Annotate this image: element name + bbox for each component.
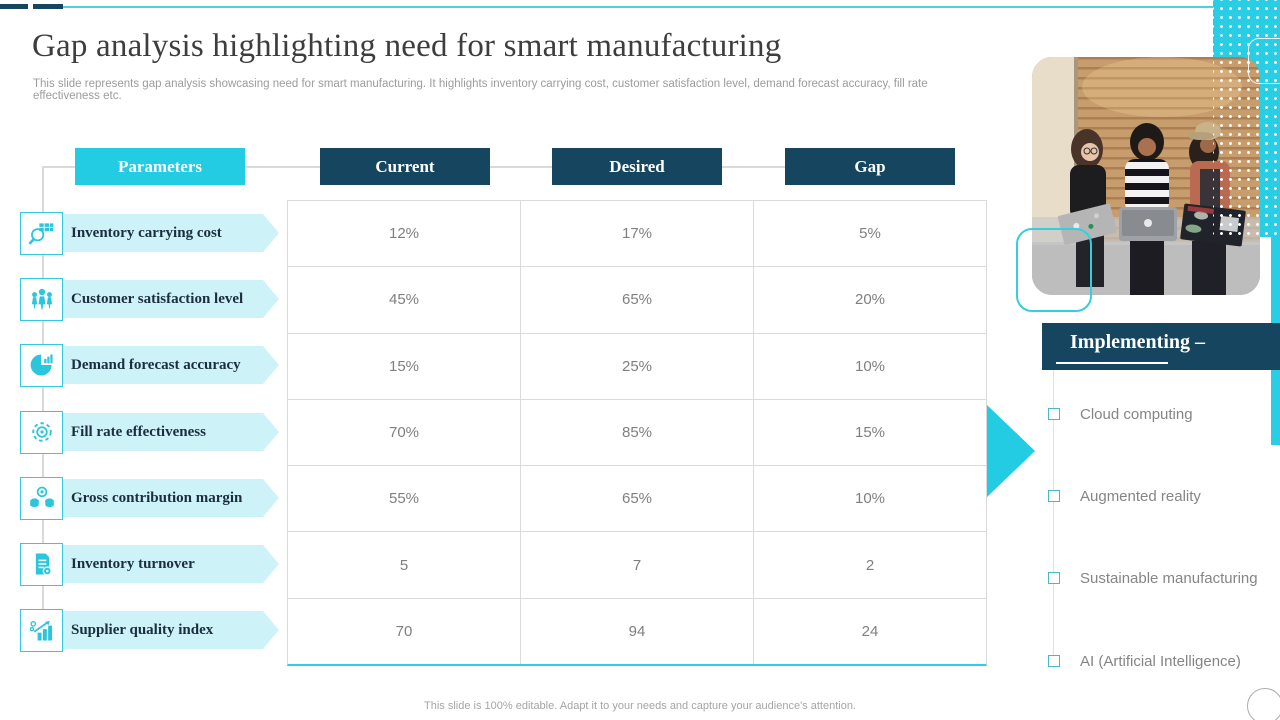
cell-gap: 5% — [859, 225, 881, 243]
column-header-parameters: Parameters — [75, 148, 245, 185]
cell-desired: 65% — [521, 466, 754, 532]
pie-chart-icon — [20, 343, 63, 387]
parameter-row: Fill rate effectiveness — [20, 410, 279, 454]
parameter-arrow: Customer satisfaction level — [63, 280, 279, 318]
cell-current: 15% — [288, 333, 521, 399]
cell-desired: 65% — [521, 267, 754, 333]
table-row: 70% 85% 15% — [288, 399, 986, 467]
square-bullet-icon — [1048, 655, 1060, 667]
cell-desired: 17% — [521, 201, 754, 267]
parameter-arrow: Supplier quality index — [63, 611, 279, 649]
table-row: 45% 65% 20% — [288, 267, 986, 334]
implementing-item-label: Augmented reality — [1080, 487, 1201, 505]
implementing-header: Implementing – — [1042, 323, 1280, 370]
parameter-label: Customer satisfaction level — [71, 290, 244, 307]
dot-pattern-overlay — [1213, 0, 1280, 237]
square-bullet-icon — [1048, 490, 1060, 502]
parameter-label: Demand forecast accuracy — [71, 356, 241, 373]
table-row: 70 94 24 — [288, 598, 986, 664]
cell-desired: 85% — [521, 399, 754, 466]
implementing-underline — [1056, 362, 1168, 364]
implementing-item: Cloud computing — [1048, 405, 1193, 423]
implementing-item-label: Cloud computing — [1080, 405, 1193, 423]
parameter-arrow: Gross contribution margin — [63, 479, 279, 517]
cell-desired: 94 — [521, 598, 754, 664]
cell-gap: 24 — [861, 622, 879, 640]
column-header-desired: Desired — [552, 148, 722, 185]
hands-coin-icon — [20, 476, 63, 520]
table-row: 55% 65% 10% — [288, 466, 986, 533]
implementing-item: AI (Artificial Intelligence) — [1048, 652, 1241, 670]
column-header-gap: Gap — [785, 148, 955, 185]
gear-icon — [20, 410, 63, 454]
parameter-row: Supplier quality index — [20, 608, 279, 652]
square-bullet-icon — [1048, 572, 1060, 584]
top-accent-dash — [0, 4, 28, 9]
square-bullet-icon — [1048, 408, 1060, 420]
parameter-label: Gross contribution margin — [71, 489, 243, 506]
cell-gap: 10% — [854, 357, 886, 375]
implementing-item: Sustainable manufacturing — [1048, 569, 1258, 587]
gap-analysis-table: 12% 17% 5% 45% 65% 20% 15% 25% 10% 70% 8… — [287, 200, 987, 666]
corner-circle-decoration — [1247, 688, 1280, 720]
cell-gap: 10% — [854, 490, 886, 508]
implementing-item-label: Sustainable manufacturing — [1080, 569, 1258, 587]
inventory-search-icon — [20, 211, 63, 255]
parameter-arrow: Demand forecast accuracy — [63, 346, 279, 384]
parameter-row: Inventory carrying cost — [20, 211, 279, 255]
parameter-label: Supplier quality index — [71, 621, 214, 638]
parameter-label: Inventory turnover — [71, 555, 195, 572]
implementing-connector-line — [1053, 370, 1054, 658]
left-connector-line — [42, 167, 44, 615]
cell-current: 5 — [288, 532, 521, 598]
footer-note: This slide is 100% editable. Adapt it to… — [424, 700, 856, 712]
photo-corner-outline — [1016, 228, 1092, 312]
cell-current: 70% — [288, 399, 521, 466]
cell-gap: 15% — [854, 423, 886, 441]
implementing-item: Augmented reality — [1048, 487, 1201, 505]
table-row: 15% 25% 10% — [288, 333, 986, 400]
parameter-row: Demand forecast accuracy — [20, 343, 279, 387]
table-row: 12% 17% 5% — [288, 201, 986, 268]
cell-current: 70 — [288, 598, 521, 664]
rounded-outline-decoration — [1248, 38, 1280, 84]
growth-chart-icon — [20, 608, 63, 652]
cell-gap: 2 — [865, 556, 875, 574]
right-arrow-shape — [987, 405, 1035, 497]
cell-current: 55% — [288, 466, 521, 532]
cell-gap: 20% — [854, 291, 886, 309]
page-title: Gap analysis highlighting need for smart… — [32, 28, 782, 64]
document-icon — [20, 542, 63, 586]
top-accent-dash — [33, 4, 63, 9]
implementing-title: Implementing – — [1070, 331, 1205, 353]
parameter-row: Customer satisfaction level — [20, 277, 279, 321]
parameter-arrow: Fill rate effectiveness — [63, 413, 279, 451]
table-row: 5 7 2 — [288, 532, 986, 599]
parameter-label: Inventory carrying cost — [71, 224, 222, 241]
cell-desired: 25% — [521, 333, 754, 399]
parameter-arrow: Inventory turnover — [63, 545, 279, 583]
cell-current: 12% — [288, 201, 521, 267]
top-accent-line — [63, 6, 1213, 8]
customer-group-icon — [20, 277, 63, 321]
page-subtitle: This slide represents gap analysis showc… — [33, 78, 928, 102]
parameter-row: Inventory turnover — [20, 542, 279, 586]
implementing-item-label: AI (Artificial Intelligence) — [1080, 652, 1241, 670]
column-header-current: Current — [320, 148, 490, 185]
parameter-label: Fill rate effectiveness — [71, 423, 206, 440]
team-photo — [1032, 57, 1260, 295]
cell-desired: 7 — [521, 532, 754, 598]
parameter-arrow: Inventory carrying cost — [63, 214, 279, 252]
cell-current: 45% — [288, 267, 521, 333]
parameter-row: Gross contribution margin — [20, 476, 279, 520]
